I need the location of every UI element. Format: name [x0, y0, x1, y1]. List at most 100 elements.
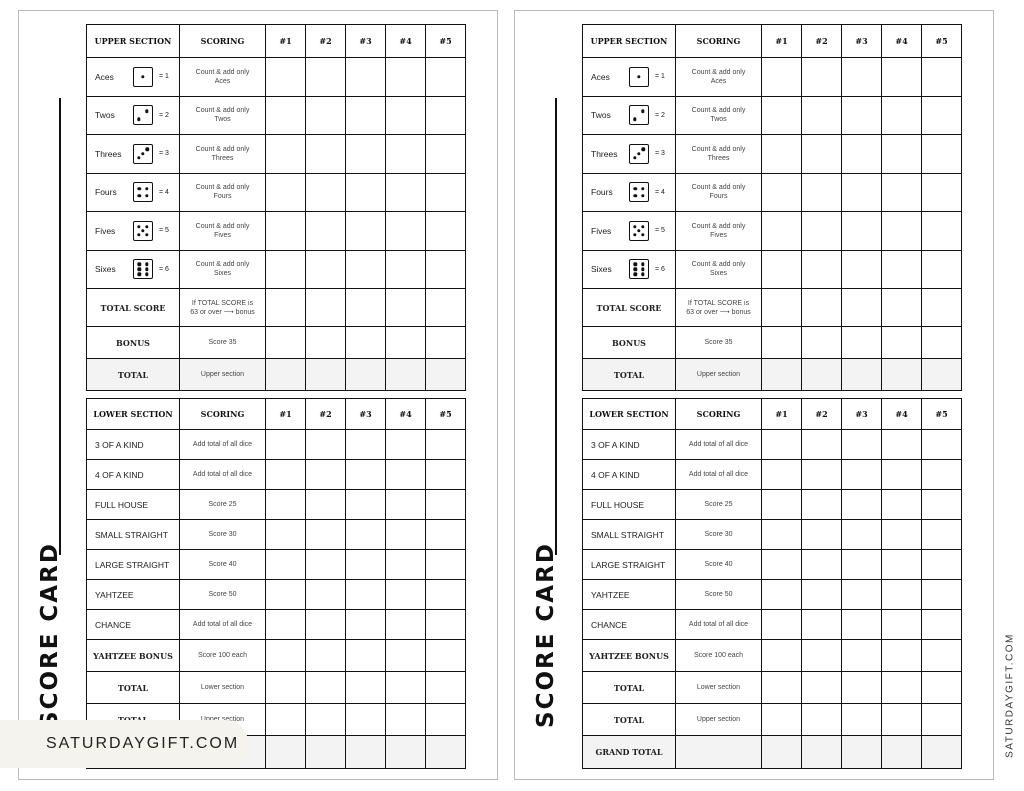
- pip: [144, 267, 149, 271]
- score-cell: [761, 549, 802, 580]
- category-name: YAHTZEE BONUS: [93, 650, 173, 661]
- score-cell: [881, 288, 922, 327]
- pip: [145, 225, 149, 229]
- scoring-cell: Score 25: [179, 489, 266, 520]
- row-label: TOTAL: [582, 703, 676, 736]
- category-name: TOTAL: [117, 682, 149, 693]
- die-value: = 5: [655, 227, 665, 235]
- score-cell: [265, 172, 306, 212]
- score-cell: [801, 429, 842, 460]
- score-cell: [425, 211, 466, 251]
- die: [133, 143, 153, 164]
- score-cell: [385, 326, 426, 359]
- score-cell: [265, 735, 306, 769]
- row-label: Fours = 4: [582, 172, 676, 212]
- score-cell: [425, 579, 466, 610]
- category-name: BONUS: [612, 337, 646, 348]
- scoring-cell: Score 100 each: [179, 639, 266, 672]
- score-cell: [305, 639, 346, 672]
- score-cell: [841, 172, 882, 212]
- score-cell: [385, 172, 426, 212]
- score-cell: [425, 57, 466, 97]
- scoring-cell: Lower section: [179, 671, 266, 704]
- pip: [145, 109, 149, 113]
- pip: [137, 272, 142, 276]
- header-cell: #2: [305, 24, 346, 58]
- score-cell: [841, 519, 882, 550]
- die-value: = 1: [159, 73, 169, 81]
- pip: [640, 194, 645, 198]
- score-cell: [761, 639, 802, 672]
- category-name: Fives: [591, 225, 612, 236]
- row-label: Fours = 4: [86, 172, 180, 212]
- die: [629, 66, 649, 87]
- score-cell: [881, 95, 922, 135]
- score-cell: [305, 134, 346, 174]
- row-label: YAHTZEE: [582, 579, 676, 610]
- label-group: Twos = 2: [591, 105, 675, 126]
- scoring-cell: Score 100 each: [675, 639, 762, 672]
- pip: [641, 233, 645, 237]
- score-cell: [921, 459, 962, 490]
- score-cell: [921, 549, 962, 580]
- score-cell: [921, 609, 962, 640]
- score-row: YAHTZEE Score 50: [86, 579, 466, 610]
- score-cell: [841, 57, 882, 97]
- score-cell: [345, 703, 386, 736]
- header-cell: UPPER SECTION: [86, 24, 180, 58]
- header-cell: SCORING: [675, 398, 762, 430]
- category-name: CHANCE: [591, 619, 627, 630]
- scoring-cell: Count & add only Twos: [179, 95, 266, 135]
- score-cell: [265, 609, 306, 640]
- score-cell: [761, 579, 802, 610]
- pip: [145, 233, 149, 237]
- score-cell: [385, 57, 426, 97]
- score-cell: [801, 671, 842, 704]
- score-cell: [385, 489, 426, 520]
- score-cell: [921, 249, 962, 289]
- score-cell: [841, 549, 882, 580]
- score-cell: [385, 609, 426, 640]
- score-row: Fours = 4 Count & add only Fours: [582, 172, 962, 212]
- die: [133, 105, 153, 126]
- score-cell: [921, 134, 962, 174]
- score-cell: [881, 326, 922, 359]
- row-label: Aces = 1: [582, 57, 676, 97]
- score-row: TOTAL SCORE If TOTAL SCORE is 63 or over …: [86, 288, 466, 327]
- lower-table: LOWER SECTION SCORING #1 #2 #3 #4 #5 3 OF A KIN…: [582, 398, 962, 769]
- die: [629, 259, 649, 280]
- score-cell: [841, 735, 882, 769]
- watermark-side: SATURDAYGIFT.COM: [1004, 633, 1016, 758]
- score-cell: [801, 326, 842, 359]
- row-label: BONUS: [582, 326, 676, 359]
- scoring-cell: Count & add only Sixes: [179, 249, 266, 289]
- score-cell: [881, 735, 922, 769]
- row-label: TOTAL SCORE: [86, 288, 180, 327]
- header-cell: #4: [881, 24, 922, 58]
- score-cell: [305, 288, 346, 327]
- score-row: Sixes = 6 Count & add only Sixes: [86, 249, 466, 289]
- scoring-cell: Upper section: [675, 703, 762, 736]
- score-cell: [385, 519, 426, 550]
- row-label: 4 OF A KIND: [86, 459, 180, 490]
- score-cell: [425, 358, 466, 391]
- score-row: TOTAL Lower section: [86, 671, 466, 704]
- pip: [637, 152, 641, 156]
- score-cell: [881, 671, 922, 704]
- scoring-cell: Add total of all dice: [179, 459, 266, 490]
- score-cell: [305, 609, 346, 640]
- score-cell: [841, 211, 882, 251]
- scoring-cell: Score 30: [179, 519, 266, 550]
- pip: [633, 225, 637, 229]
- pip: [141, 152, 145, 156]
- score-row: Twos = 2 Count & add only Twos: [86, 95, 466, 135]
- category-name: FULL HOUSE: [591, 499, 645, 510]
- score-cell: [761, 57, 802, 97]
- score-cell: [305, 549, 346, 580]
- pip: [136, 156, 141, 160]
- pip: [137, 233, 141, 237]
- score-row: SMALL STRAIGHT Score 30: [86, 519, 466, 550]
- score-cell: [801, 211, 842, 251]
- die-value: = 1: [655, 73, 665, 81]
- score-cell: [881, 489, 922, 520]
